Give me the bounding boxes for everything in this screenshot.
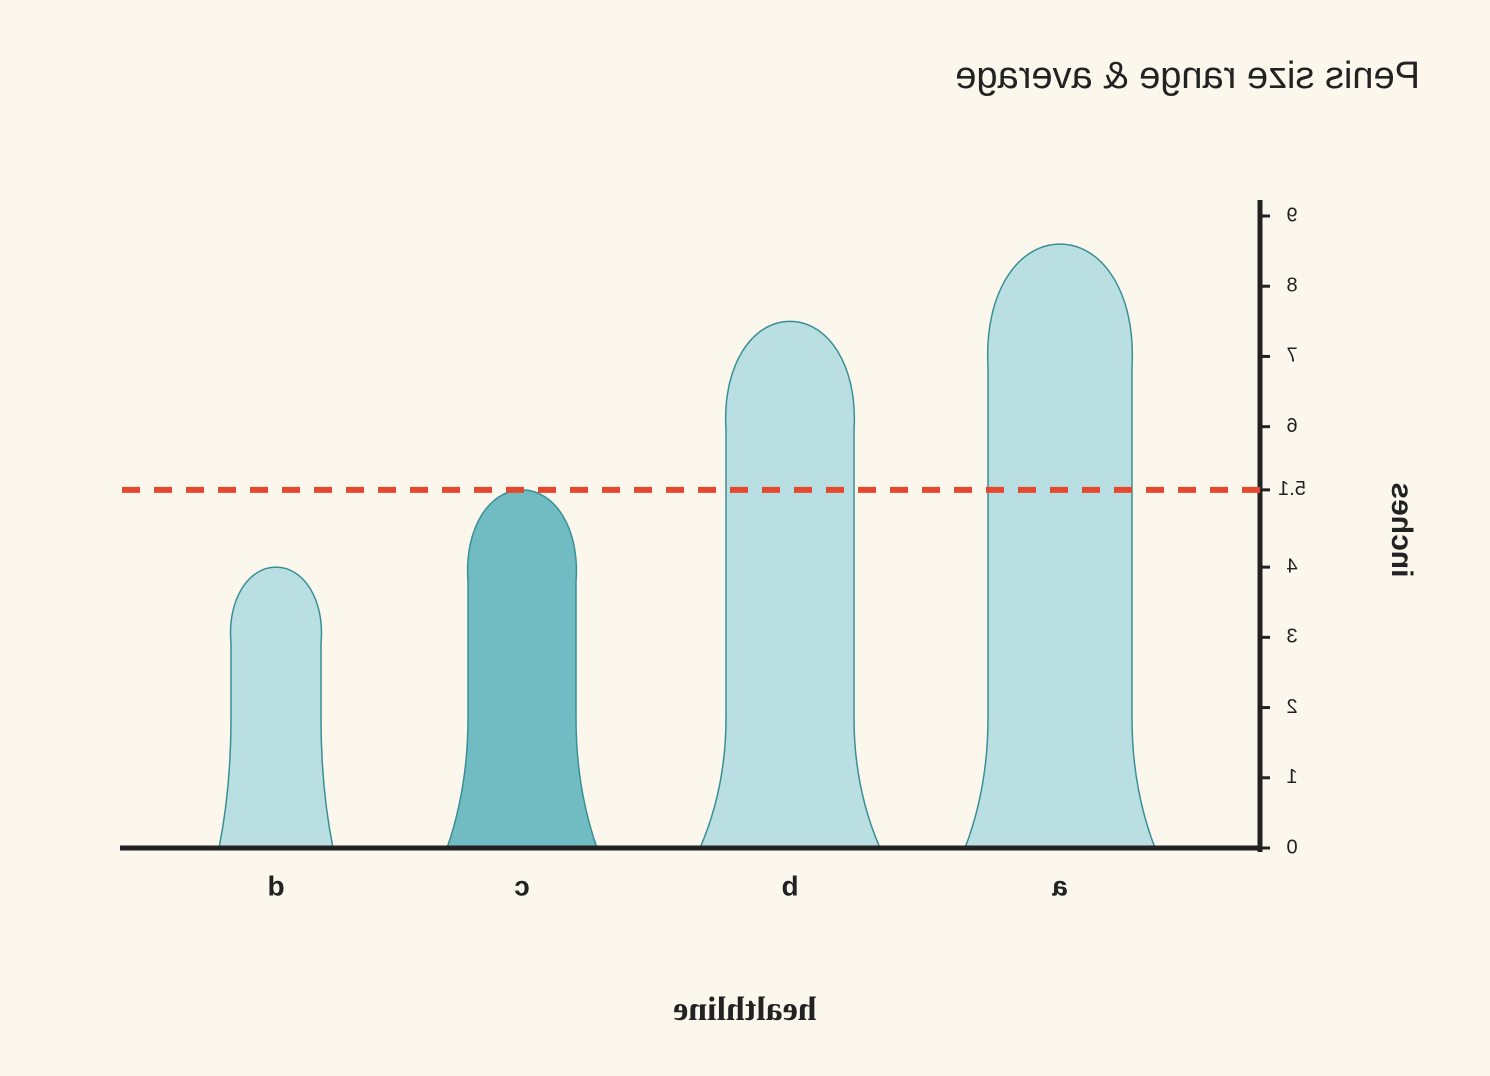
y-tick-label: 6 bbox=[1286, 415, 1297, 437]
y-axis-label: inches bbox=[1385, 482, 1418, 577]
y-tick-label: 3 bbox=[1286, 626, 1297, 648]
bar bbox=[963, 243, 1157, 849]
brand: healthline bbox=[673, 991, 817, 1028]
y-tick-label: 0 bbox=[1286, 836, 1297, 858]
x-tick-label: a bbox=[1052, 870, 1068, 901]
y-tick-label: 8 bbox=[1286, 275, 1297, 297]
bar bbox=[218, 566, 334, 849]
bar bbox=[698, 320, 882, 849]
y-tick-label: 2 bbox=[1286, 696, 1297, 718]
chart-title: Penis size range & average bbox=[955, 55, 1420, 97]
bar bbox=[445, 489, 599, 849]
y-tick-label: 5.1 bbox=[1278, 478, 1306, 500]
y-tick-label: 1 bbox=[1286, 766, 1297, 788]
plot: Penis size range & average inches health… bbox=[120, 55, 1420, 1028]
x-tick-label: b bbox=[781, 870, 798, 901]
y-tick-label: 9 bbox=[1286, 204, 1297, 226]
y-tick-label: 7 bbox=[1286, 345, 1297, 367]
x-tick-label: d bbox=[267, 870, 284, 901]
x-tick-label: c bbox=[514, 870, 530, 901]
y-tick-label: 4 bbox=[1286, 555, 1297, 577]
